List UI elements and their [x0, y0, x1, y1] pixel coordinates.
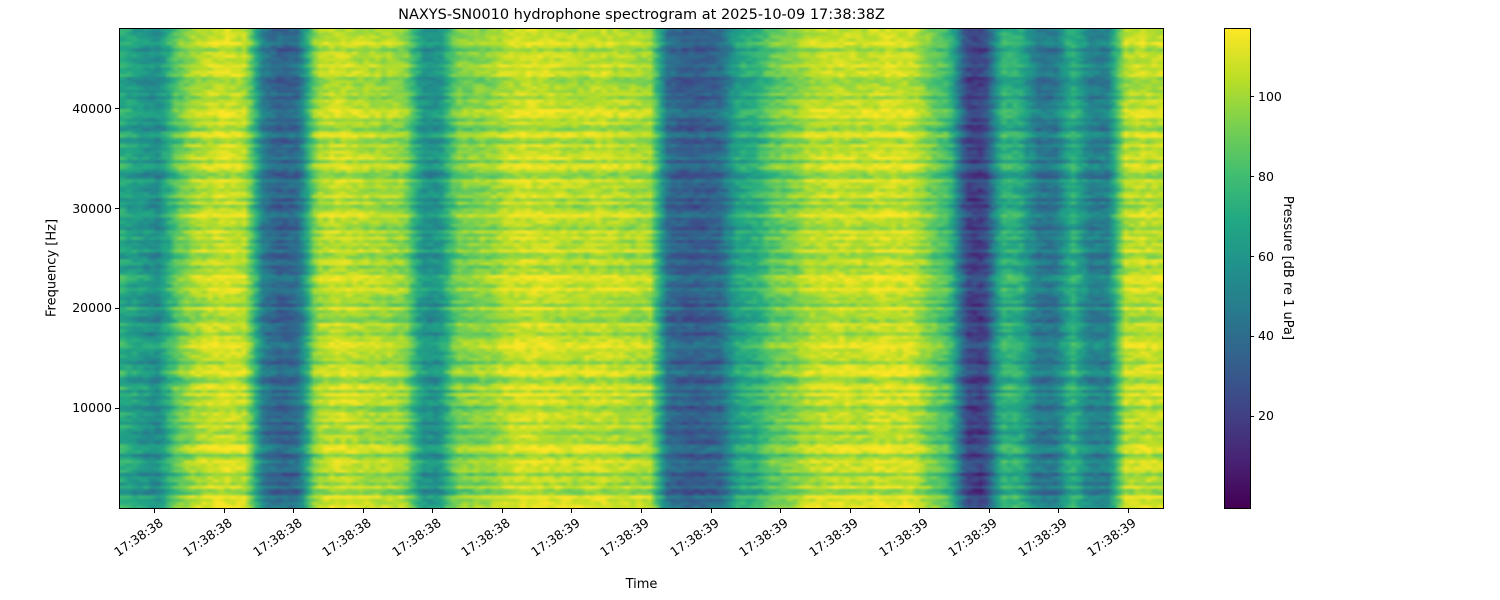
- x-tick-label: 17:38:38: [319, 515, 374, 560]
- x-tick-mark: [710, 509, 712, 513]
- spectrogram-heatmap: [119, 28, 1164, 509]
- x-tick-label: 17:38:39: [945, 515, 1000, 560]
- x-tick-mark: [293, 509, 295, 513]
- x-tick-label: 17:38:38: [180, 515, 235, 560]
- x-tick-label: 17:38:39: [597, 515, 653, 560]
- x-tick-mark: [919, 509, 921, 513]
- y-tick-label: 10000: [72, 400, 112, 416]
- y-tick-label: 30000: [72, 200, 112, 216]
- x-tick-mark: [1127, 509, 1129, 513]
- y-tick-mark: [115, 108, 119, 110]
- colorbar-tick-mark: [1250, 415, 1254, 417]
- colorbar-gradient: [1224, 28, 1251, 509]
- x-tick-mark: [641, 509, 642, 513]
- x-tick-label: 17:38:39: [875, 515, 931, 560]
- colorbar-tick-mark: [1250, 335, 1254, 337]
- y-tick-label: 20000: [72, 300, 112, 316]
- x-tick-label: 17:38:38: [110, 515, 166, 560]
- x-tick-label: 17:38:38: [458, 515, 514, 560]
- y-tick-mark: [115, 407, 119, 409]
- x-tick-label: 17:38:39: [736, 515, 792, 560]
- x-tick-mark: [988, 509, 990, 513]
- chart-title: NAXYS-SN0010 hydrophone spectrogram at 2…: [398, 7, 885, 23]
- x-tick-label: 17:38:39: [667, 515, 722, 560]
- colorbar-tick-mark: [1250, 96, 1254, 98]
- x-tick-label: 17:38:38: [388, 515, 444, 560]
- x-tick-label: 17:38:39: [1014, 515, 1070, 560]
- x-tick-mark: [849, 509, 851, 513]
- y-tick-mark: [115, 307, 119, 309]
- colorbar-label: Pressure [dB re 1 uPa]: [1280, 195, 1295, 341]
- x-tick-mark: [362, 509, 364, 513]
- y-tick-label: 40000: [72, 100, 112, 116]
- colorbar-tick-mark: [1250, 176, 1254, 178]
- colorbar-tick-label: 100: [1258, 88, 1282, 104]
- x-tick-mark: [780, 509, 782, 513]
- x-tick-mark: [223, 509, 225, 513]
- x-axis-label: Time: [625, 577, 658, 592]
- x-tick-mark: [501, 509, 503, 513]
- x-tick-label: 17:38:38: [249, 515, 305, 560]
- colorbar-tick-label: 40: [1258, 328, 1274, 344]
- y-tick-mark: [115, 208, 119, 210]
- x-tick-label: 17:38:39: [527, 515, 583, 560]
- colorbar-tick-mark: [1250, 256, 1254, 258]
- colorbar-tick-label: 80: [1258, 168, 1274, 184]
- colorbar-tick-label: 60: [1258, 248, 1274, 264]
- x-tick-mark: [154, 509, 156, 513]
- colorbar-tick-label: 20: [1258, 408, 1274, 424]
- x-tick-mark: [1058, 509, 1060, 513]
- x-tick-mark: [432, 509, 434, 513]
- x-tick-mark: [571, 509, 573, 513]
- x-tick-label: 17:38:39: [1084, 515, 1139, 560]
- x-tick-label: 17:38:39: [806, 515, 861, 560]
